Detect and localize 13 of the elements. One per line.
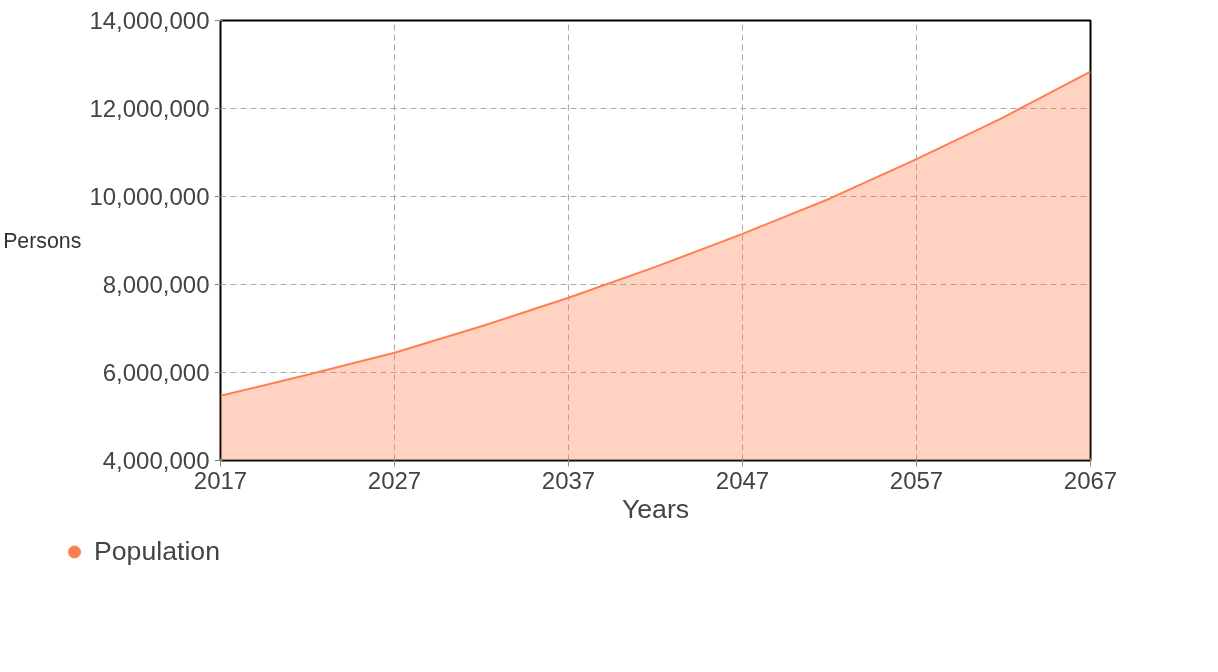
- y-tick-label: 6,000,000: [102, 359, 210, 386]
- y-axis-title: Persons: [3, 228, 82, 253]
- legend-label: Population: [94, 535, 220, 567]
- x-axis-title: Years: [621, 493, 690, 524]
- x-tick-label: 2047: [715, 466, 770, 494]
- y-tick-label: 14,000,000: [89, 7, 210, 34]
- x-tick-label: 2067: [1063, 466, 1118, 494]
- x-tick-label: 2037: [541, 466, 596, 494]
- y-tick-label: 8,000,000: [102, 271, 210, 298]
- x-tick-label: 2057: [889, 466, 944, 494]
- x-tick-label: 2027: [367, 466, 422, 494]
- y-tick-label: 12,000,000: [89, 95, 210, 122]
- y-tick-label: 10,000,000: [89, 183, 210, 210]
